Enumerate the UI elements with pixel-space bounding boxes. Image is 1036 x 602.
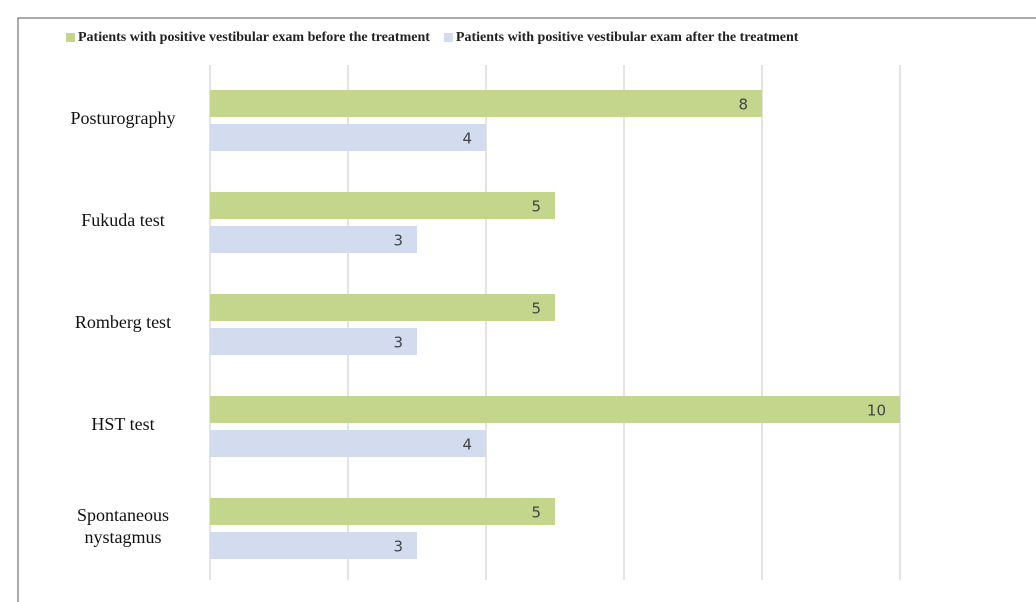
- category-label: Posturography: [70, 108, 176, 128]
- category-label: Romberg test: [74, 312, 172, 332]
- legend-label: Patients with positive vestibular exam a…: [456, 30, 799, 45]
- data-label: 3: [393, 334, 403, 352]
- frame: [17, 17, 1036, 602]
- bar: [210, 328, 417, 355]
- bar: [210, 192, 555, 219]
- bar: [210, 226, 417, 253]
- category-label: Spontaneous nystagmus: [77, 505, 169, 547]
- data-label: 5: [531, 504, 541, 522]
- data-label: 4: [462, 130, 472, 148]
- data-label: 10: [867, 402, 886, 420]
- bar: [210, 124, 486, 151]
- bar: [210, 90, 762, 117]
- bar: [210, 430, 486, 457]
- bar: [210, 294, 555, 321]
- data-label: 3: [393, 538, 403, 556]
- bar: [210, 498, 555, 525]
- legend-swatch: [443, 33, 453, 42]
- bar: [210, 532, 417, 559]
- data-label: 4: [462, 436, 472, 454]
- category-label: Fukuda test: [81, 210, 165, 230]
- data-label: 5: [531, 300, 541, 318]
- category-label: HST test: [91, 414, 155, 434]
- legend-label: Patients with positive vestibular exam b…: [78, 30, 430, 45]
- data-label: 3: [393, 232, 403, 250]
- data-label: 8: [738, 96, 748, 114]
- bar: [210, 396, 900, 423]
- legend-swatch: [66, 33, 75, 42]
- data-label: 5: [531, 198, 541, 216]
